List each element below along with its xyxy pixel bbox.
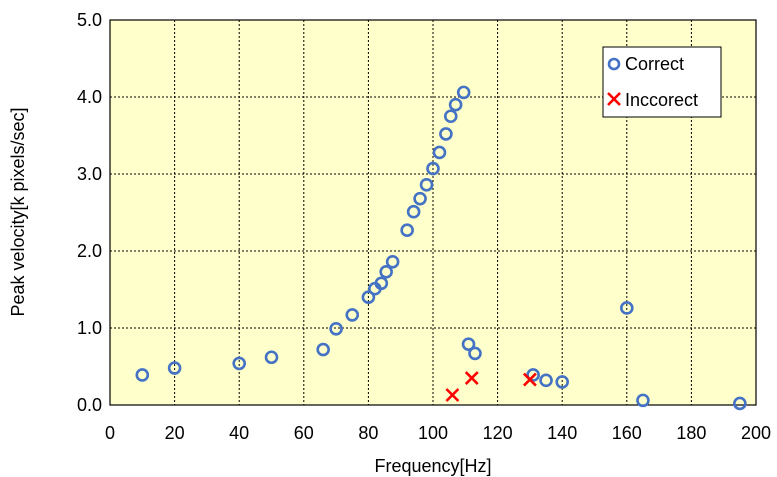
correct-point bbox=[468, 346, 482, 361]
correct-point bbox=[733, 396, 747, 411]
correct-point bbox=[413, 191, 427, 206]
x-tick-label: 160 bbox=[612, 423, 642, 443]
correct-point bbox=[439, 127, 453, 141]
correct-point bbox=[345, 308, 360, 322]
correct-point bbox=[461, 337, 476, 351]
correct-point bbox=[555, 375, 570, 389]
legend-correct-marker bbox=[607, 57, 621, 71]
correct-point bbox=[329, 321, 343, 336]
correct-point bbox=[167, 361, 182, 375]
y-tick-label: 5.0 bbox=[77, 10, 102, 30]
legend-incorrect-label: Inccorect bbox=[625, 90, 698, 110]
x-tick-labels: 0 20 40 60 80 100 120 140 160 180 200 bbox=[105, 423, 771, 443]
x-tick-label: 120 bbox=[483, 423, 513, 443]
x-tick-label: 0 bbox=[105, 423, 115, 443]
legend-correct-label: Correct bbox=[625, 54, 684, 74]
correct-point bbox=[385, 254, 400, 269]
x-tick-label: 200 bbox=[741, 423, 771, 443]
y-tick-label: 2.0 bbox=[77, 241, 102, 261]
correct-point bbox=[374, 276, 389, 291]
x-tick-label: 100 bbox=[418, 423, 448, 443]
correct-point bbox=[636, 393, 650, 408]
correct-point bbox=[456, 85, 471, 100]
correct-point bbox=[432, 145, 447, 160]
legend-incorrect-marker bbox=[607, 92, 621, 106]
legend-box bbox=[602, 46, 722, 118]
x-tick-label: 20 bbox=[165, 423, 185, 443]
correct-point bbox=[426, 161, 440, 176]
y-tick-labels: 0.0 1.0 2.0 3.0 4.0 5.0 bbox=[77, 10, 102, 415]
correct-point bbox=[316, 342, 330, 357]
y-axis-title: Peak velocity[k pixels/sec] bbox=[8, 107, 28, 316]
x-tick-label: 80 bbox=[358, 423, 378, 443]
data-points bbox=[135, 85, 747, 411]
correct-point bbox=[419, 177, 434, 192]
correct-point bbox=[379, 264, 393, 279]
correct-point bbox=[361, 290, 376, 305]
x-tick-label: 180 bbox=[676, 423, 706, 443]
incorrect-point bbox=[464, 371, 479, 385]
correct-point bbox=[406, 204, 421, 219]
incorrect-point bbox=[445, 388, 460, 402]
y-tick-label: 0.0 bbox=[77, 395, 102, 415]
y-tick-label: 1.0 bbox=[77, 318, 102, 338]
correct-point bbox=[443, 109, 458, 124]
legend: Correct Inccorect bbox=[602, 46, 722, 118]
correct-point bbox=[526, 368, 540, 382]
correct-point bbox=[619, 301, 634, 315]
incorrect-point-stroke bbox=[464, 371, 479, 385]
correct-point bbox=[264, 350, 279, 365]
correct-point bbox=[539, 373, 553, 388]
correct-point bbox=[232, 356, 246, 371]
x-tick-label: 40 bbox=[229, 423, 249, 443]
incorrect-point bbox=[522, 372, 537, 387]
x-tick-label: 140 bbox=[547, 423, 577, 443]
correct-point bbox=[135, 368, 150, 382]
x-axis-title: Frequency[Hz] bbox=[374, 456, 491, 476]
y-tick-label: 3.0 bbox=[77, 164, 102, 184]
incorrect-point-stroke bbox=[445, 388, 460, 402]
x-tick-label: 60 bbox=[294, 423, 314, 443]
y-tick-label: 4.0 bbox=[77, 87, 102, 107]
correct-point bbox=[400, 223, 414, 238]
incorrect-point-stroke bbox=[522, 372, 537, 387]
plot-border bbox=[109, 19, 757, 406]
correct-point bbox=[448, 97, 463, 112]
